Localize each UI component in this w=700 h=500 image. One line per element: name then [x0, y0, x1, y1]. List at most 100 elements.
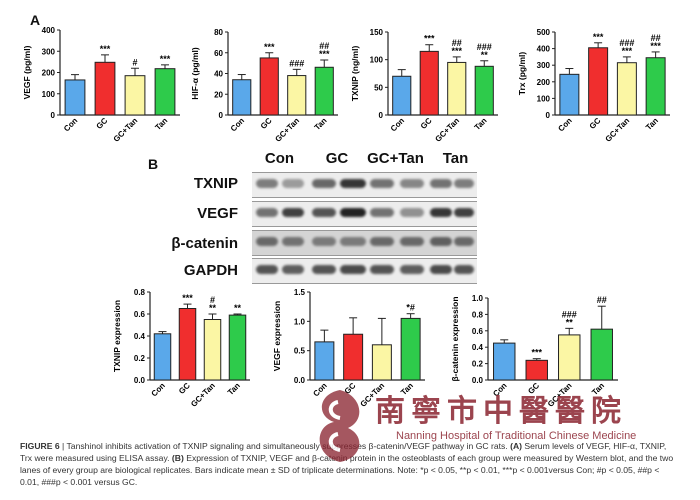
wb-label-gapdh: GAPDH [183, 262, 238, 279]
trx_serum-ytick-label: 200 [537, 78, 551, 87]
txnip_expr-annotation-3: ** [234, 303, 242, 313]
hif_serum-ytick-label: 60 [214, 49, 223, 58]
vegf_serum-bar-0 [64, 79, 86, 116]
txnip_serum-ytick-label: 50 [374, 83, 383, 92]
hif_serum-annotation-3: ## [319, 41, 329, 51]
trx_serum-annotation-1: *** [593, 32, 604, 42]
txnip_serum-bar-3 [474, 65, 494, 116]
vegf_serum-category-3: Tan [153, 116, 169, 132]
blot-gapdh [252, 258, 477, 284]
trx_serum-ylabel: Trx (pg/ml) [517, 52, 527, 96]
wb-group-con: Con [264, 150, 295, 167]
txnip_expr-category-2: GC+Tan [189, 381, 217, 409]
trx_serum-ytick-label: 0 [546, 111, 551, 120]
vegf_serum-category-2: GC+Tan [112, 116, 140, 144]
trx_serum-ytick-label: 500 [537, 28, 551, 37]
vegf_serum-ytick-label: 300 [42, 47, 56, 56]
txnip_expr-bar-2 [203, 319, 222, 381]
txnip_serum-bar-2 [447, 61, 467, 116]
vegf_expr-ytick-label: 0.5 [294, 347, 306, 356]
txnip_expr-annotation-2: ** [209, 303, 217, 313]
vegf_serum-ytick-label: 400 [42, 26, 56, 35]
vegf_expr-ylabel: VEGF expression [272, 301, 282, 371]
txnip_serum-category-3: Tan [473, 116, 489, 132]
bcat_expr-bar-1 [525, 359, 548, 381]
trx_serum-ytick-label: 400 [537, 45, 551, 54]
bcat_expr-ytick-label: 0.6 [472, 327, 484, 336]
vegf_serum-annotation-1: *** [100, 44, 111, 54]
wb-group-gc: GC [325, 150, 349, 167]
watermark-chinese: 南寧市中醫醫院 [375, 394, 627, 429]
txnip_serum-ytick-label: 0 [379, 111, 384, 120]
vegf_expr-bar-0 [314, 341, 335, 381]
panel-label-b: B [148, 156, 159, 172]
vegf_serum-bar-3 [154, 68, 176, 116]
bcat_expr-annotation-1: *** [531, 348, 542, 358]
bcat_expr-ytick-label: 0.4 [472, 343, 484, 352]
vegf_serum-annotation-3: *** [160, 54, 171, 64]
watermark-english: Nanning Hospital of Traditional Chinese … [396, 430, 637, 442]
txnip_serum-category-0: Con [389, 116, 406, 133]
hif_serum-ytick-label: 80 [214, 28, 223, 37]
vegf_serum-ytick-label: 200 [42, 69, 56, 78]
wb-label-beta-catenin: β-catenin [171, 235, 238, 252]
txnip_serum-bar-1 [419, 50, 439, 116]
hif_serum-category-2: GC+Tan [273, 116, 301, 144]
hospital-logo-icon [319, 390, 360, 462]
trx_serum-bar-3 [645, 57, 666, 116]
hif_serum-category-1: GC [259, 116, 274, 131]
hif_serum-ytick-label: 40 [214, 70, 223, 79]
trx_serum-ytick-label: 300 [537, 61, 551, 70]
bcat_expr-ytick-label: 0.2 [472, 360, 484, 369]
figure-caption: FIGURE 6 | Tanshinol inhibits activation… [20, 440, 680, 488]
txnip_expr-ytick-label: 0.6 [134, 310, 146, 319]
hif_serum-annotation-1: *** [264, 42, 275, 52]
txnip_expr-bar-1 [178, 308, 197, 381]
caption-text-3: Expression of TXNIP, VEGF and β-catenin … [20, 453, 674, 487]
hif_serum-ytick-label: 0 [219, 111, 224, 120]
txnip_expr-ylabel: TXNIP expression [112, 300, 122, 372]
txnip_serum-category-2: GC+Tan [433, 116, 461, 144]
vegf_serum-bar-2 [124, 75, 146, 116]
trx_serum-annotation-3: ## [651, 33, 661, 43]
bcat_expr-bar-0 [493, 342, 516, 381]
wb-group-gc-tan: GC+Tan [367, 150, 424, 167]
txnip_expr-category-0: Con [150, 381, 167, 398]
hif_serum-bar-3 [314, 66, 334, 116]
vegf_serum-category-1: GC [95, 116, 110, 131]
bcat_expr-bar-3 [590, 328, 613, 381]
trx_serum-bar-1 [588, 47, 609, 116]
caption-b-label: (B) [171, 453, 184, 463]
bcat_expr-ytick-label: 0.8 [472, 310, 484, 319]
hif_serum-category-3: Tan [313, 116, 329, 132]
txnip_serum-ytick-label: 100 [370, 56, 384, 65]
vegf_serum-category-0: Con [62, 116, 79, 133]
vegf_expr-ytick-label: 1.0 [294, 317, 306, 326]
txnip_expr-ytick-label: 0.2 [134, 354, 146, 363]
hif_serum-annotation-2: ### [289, 58, 304, 68]
txnip_expr-ytick-label: 0.0 [134, 376, 146, 385]
txnip_expr-annotation-1: *** [182, 293, 193, 303]
txnip_serum-annotation-3: ** [481, 50, 489, 60]
panel-label-a: A [30, 12, 41, 28]
bcat_expr-ytick-label: 0.0 [472, 376, 484, 385]
trx_serum-category-0: Con [556, 116, 573, 133]
trx_serum-bar-0 [559, 73, 580, 116]
vegf_serum-bar-1 [94, 61, 116, 116]
txnip_serum-bar-0 [392, 75, 412, 116]
vegf_serum-annotation-2: # [132, 57, 137, 67]
wb-group-tan: Tan [442, 150, 469, 167]
txnip_expr-ytick-label: 0.4 [134, 332, 146, 341]
vegf_expr-annotation-3: *# [406, 303, 415, 313]
txnip_expr-bar-3 [228, 314, 247, 381]
txnip_expr-category-1: GC [177, 381, 192, 396]
txnip_serum-annotation-2: *** [451, 46, 462, 56]
txnip_serum-annotation-3: ### [477, 42, 492, 52]
txnip_serum-ylabel: TXNIP (ng/ml) [350, 46, 360, 102]
vegf_expr-bar-3 [400, 317, 421, 381]
trx_serum-category-1: GC [588, 116, 603, 131]
caption-text-1: | Tanshinol inhibits activation of TXNIP… [59, 441, 511, 451]
hif_serum-bar-0 [232, 79, 252, 116]
caption-text-2: Serum levels of VEGF, HIF-α, TXNIP, Trx … [20, 441, 667, 463]
hif_serum-bar-1 [259, 57, 279, 116]
